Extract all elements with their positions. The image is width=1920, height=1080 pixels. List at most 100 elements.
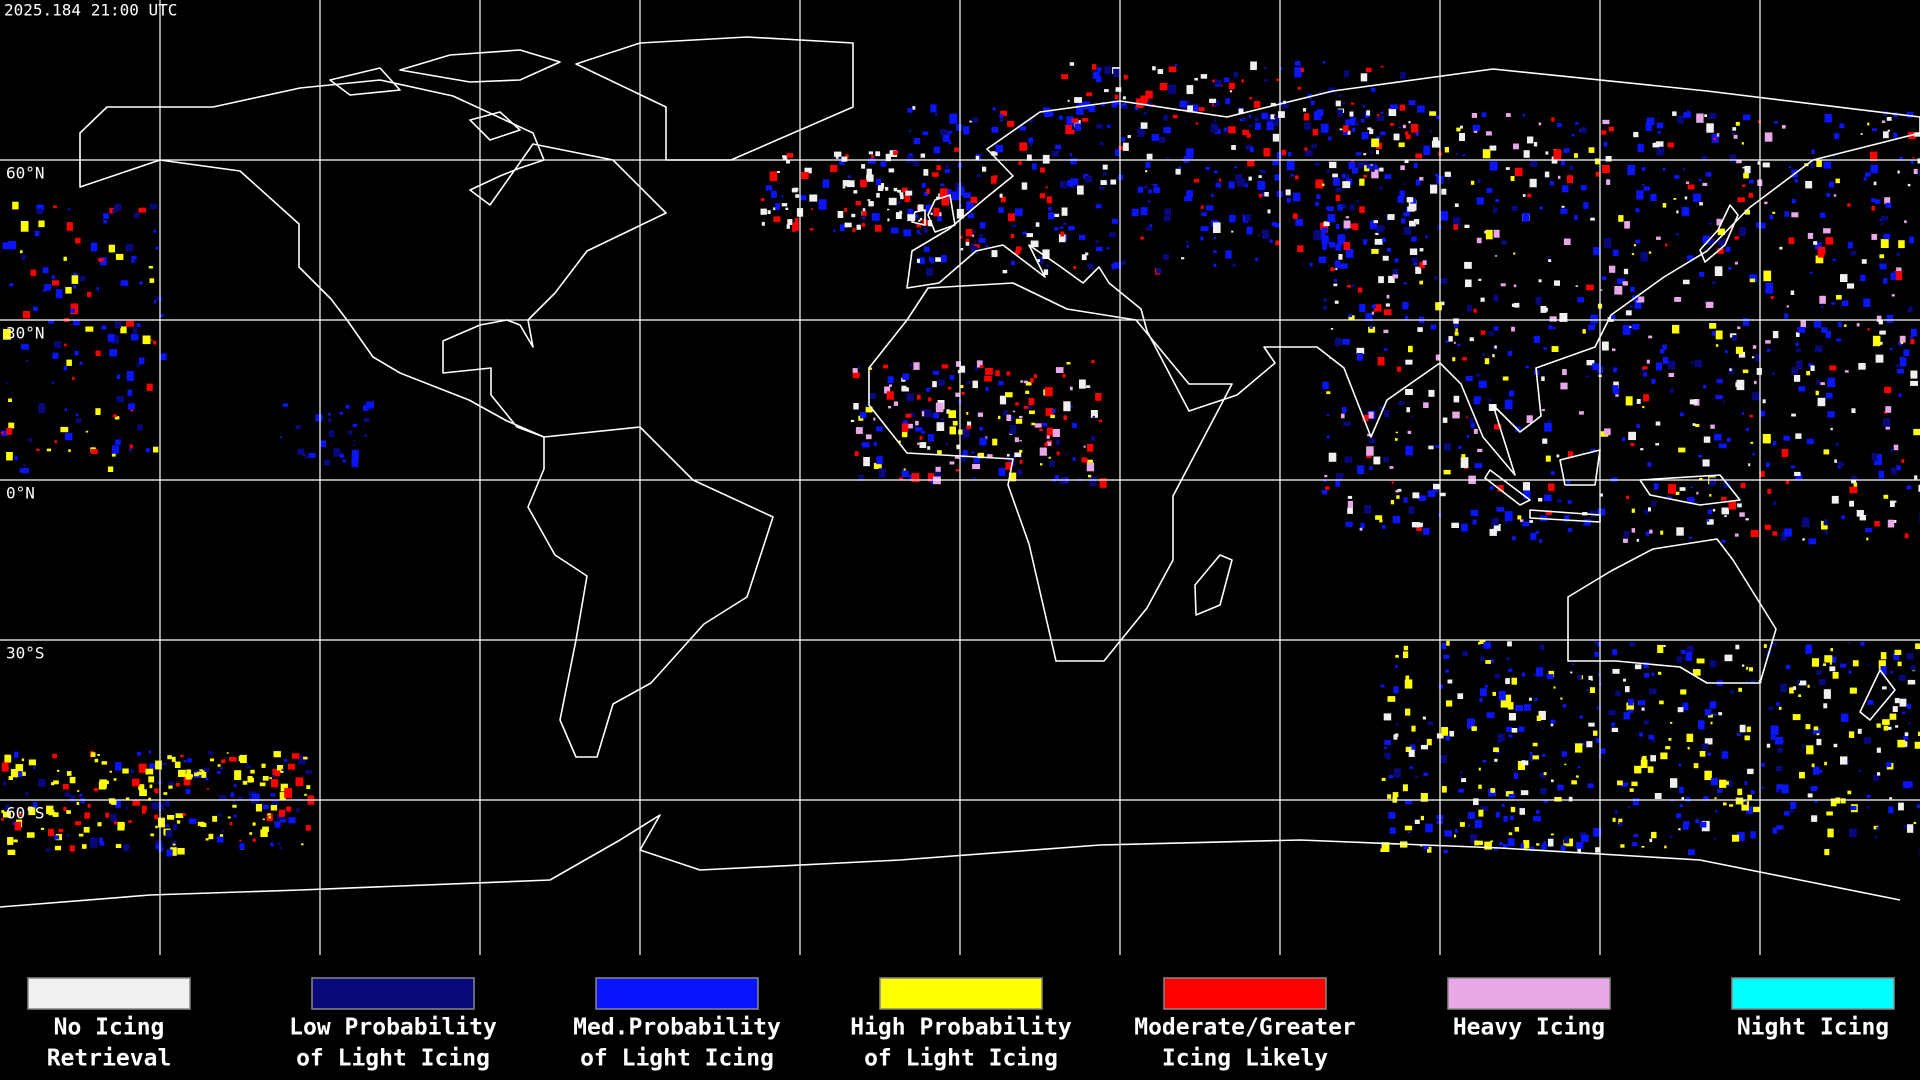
icing-patch [1873,181,1877,186]
icing-patch [1070,158,1077,165]
icing-patch [1836,295,1842,300]
icing-patch [965,240,970,246]
icing-patch [1894,271,1903,281]
icing-patch [1761,762,1765,767]
icing-patch [1734,533,1739,537]
icing-patch [1687,497,1695,504]
icing-patch [120,326,127,334]
icing-patch [1712,331,1716,336]
icing-patch [1029,410,1035,415]
icing-patch [1750,679,1756,685]
icing-patch [1407,430,1412,434]
icing-patch [284,787,292,799]
icing-patch [935,113,938,116]
icing-patch [1231,263,1236,267]
icing-patch [1819,295,1826,304]
icing-patch [187,758,192,763]
icing-patch [270,842,274,847]
icing-patch [1008,213,1015,222]
icing-patch [1419,177,1424,181]
icing-patch [1014,437,1019,443]
icing-patch [1744,735,1750,741]
icing-patch [53,780,59,785]
icing-patch [10,769,19,778]
icing-patch [1646,117,1655,126]
icing-patch [1709,701,1717,709]
icing-patch [1146,153,1153,160]
icing-patch [1395,490,1399,493]
icing-patch [1573,215,1578,220]
icing-patch [1453,318,1459,324]
icing-patch [1090,410,1098,418]
icing-patch [1304,147,1308,151]
icing-patch [1048,456,1051,459]
icing-patch [1263,148,1271,157]
icing-patch [1699,821,1707,828]
icing-patch [1475,373,1481,377]
icing-patch [1411,123,1419,133]
icing-patch [919,442,927,448]
icing-patch [1867,328,1870,331]
icing-patch [1229,215,1236,223]
icing-patch [154,814,158,820]
icing-patch [1397,488,1402,492]
icing-patch [1908,306,1913,313]
icing-patch [1626,702,1634,711]
icing-patch [1840,756,1848,765]
icing-patch [1892,706,1898,712]
icing-patch [1381,777,1386,781]
icing-patch [274,821,281,828]
icing-patch [855,427,863,434]
icing-patch [1368,163,1377,170]
icing-patch [1258,234,1261,237]
icing-patch [1636,538,1639,542]
icing-patch [1114,94,1119,100]
icing-patch [1151,183,1154,185]
icing-patch [1618,818,1623,824]
icing-patch [1641,167,1646,172]
icing-patch [1388,812,1396,819]
icing-patch [1732,335,1738,342]
icing-patch [351,449,359,459]
icing-patch [1069,405,1073,408]
icing-patch [915,420,919,426]
icing-patch [208,751,214,756]
icing-patch [69,776,76,784]
icing-patch [1384,746,1387,749]
icing-patch [54,440,58,444]
icing-patch [893,150,898,155]
icing-patch [1889,797,1893,800]
icing-patch [353,439,356,442]
icing-patch [301,843,304,846]
icing-patch [873,417,876,421]
icing-patch [1371,168,1379,179]
icing-patch [1832,258,1836,262]
icing-patch [1497,485,1504,492]
icing-patch [1293,192,1301,202]
icing-patch [1749,414,1753,418]
icing-patch [785,207,789,210]
icing-patch [999,119,1003,122]
icing-patch [95,350,101,356]
icing-patch [153,446,159,453]
icing-patch [1469,417,1474,424]
icing-patch [170,847,177,856]
icing-patch [1562,369,1567,376]
icing-patch [1658,671,1662,675]
icing-patch [3,781,7,786]
icing-patch [63,256,67,261]
icing-patch [1625,396,1633,406]
icing-patch [1187,105,1193,113]
icing-patch [1096,67,1102,72]
icing-patch [1047,212,1055,220]
icing-patch [73,319,80,326]
icing-patch [977,412,983,417]
latitude-label: 60°S [6,804,45,823]
icing-patch [1482,353,1485,356]
icing-patch [1381,842,1390,852]
icing-patch [109,770,112,773]
icing-patch [1781,448,1789,457]
icing-patch [1315,201,1319,206]
icing-patch [1833,743,1838,748]
